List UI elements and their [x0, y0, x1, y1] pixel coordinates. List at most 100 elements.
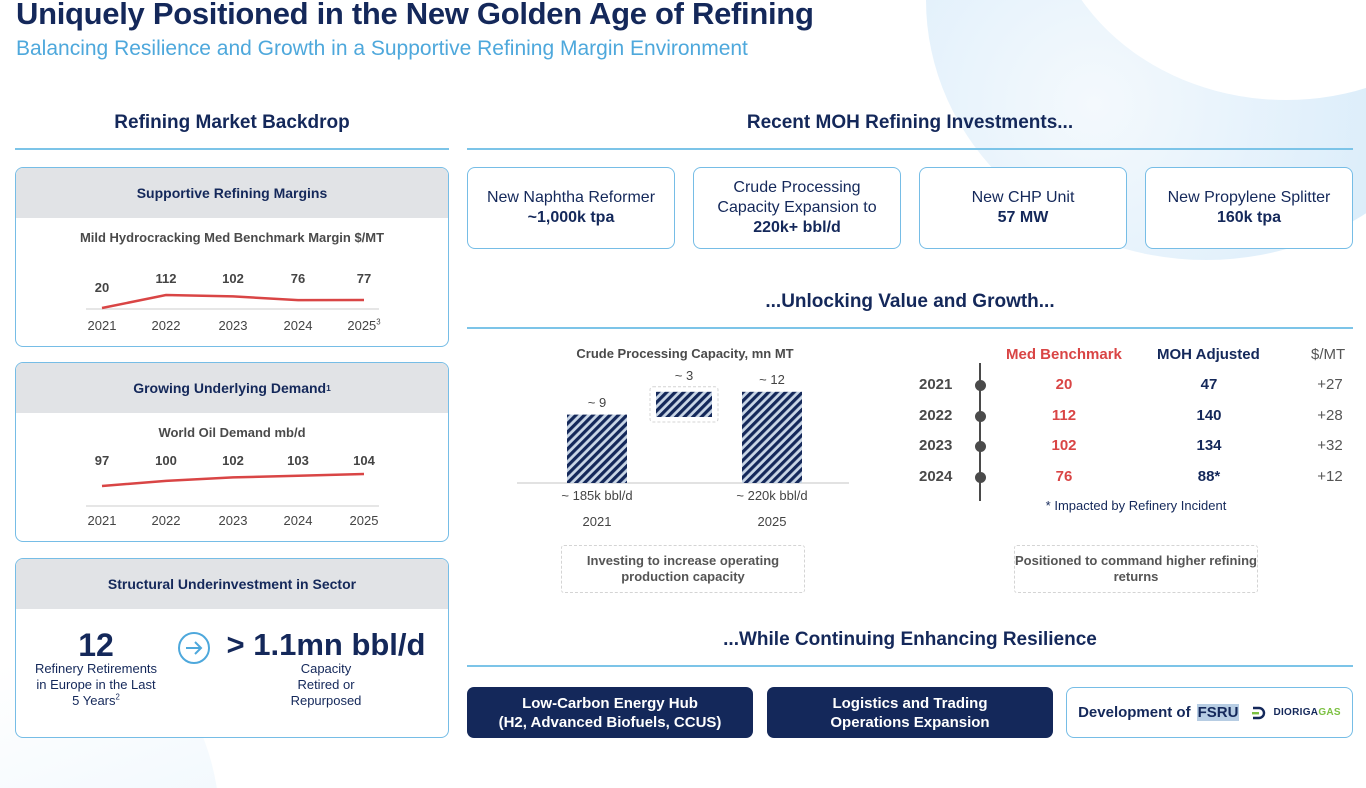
year-text: 2021: [87, 513, 117, 528]
chart-title: World Oil Demand mb/d: [158, 425, 306, 440]
axis-tick-label: 20253: [339, 318, 389, 333]
retirements-stat: 12 Refinery Retirements in Europe in the…: [16, 629, 176, 709]
axis-tick-label: 2024: [273, 513, 323, 528]
fsru-prefix: Development of: [1078, 704, 1191, 721]
moh-adjusted-value: 134: [1196, 437, 1222, 454]
axis-tick-label: 2023: [208, 318, 258, 333]
card-header: Growing Underlying Demand 1: [16, 363, 448, 413]
table-footnote: * Impacted by Refinery Incident: [1045, 498, 1227, 513]
timeline-dot: [975, 380, 986, 391]
investment-label: New Propylene Splitter: [1167, 189, 1331, 206]
page-subtitle: Balancing Resilience and Growth in a Sup…: [16, 37, 748, 60]
data-label: 102: [222, 453, 244, 468]
card-header: Structural Underinvestment in Sector: [16, 559, 448, 609]
demand-series-line: [101, 472, 365, 488]
bar-value-label: ~ 12: [759, 371, 785, 387]
underinvestment-card: Structural Underinvestment in Sector 12 …: [15, 558, 449, 738]
caption-line: Retired or: [297, 677, 355, 692]
caption-text: 5 Years: [72, 693, 116, 708]
demand-line-chart: [86, 472, 379, 507]
data-label: 100: [155, 453, 177, 468]
data-label: 77: [356, 271, 372, 286]
data-label: 112: [155, 271, 177, 286]
button-label: Low-Carbon Energy Hub: [522, 694, 698, 712]
capacity-note: Investing to increase operating producti…: [561, 545, 805, 593]
investment-label: New CHP Unit: [971, 189, 1075, 206]
capacity-bar: [567, 414, 627, 483]
investment-value: 57 MW: [997, 209, 1049, 226]
divider: [467, 665, 1353, 667]
margin-delta-value: +28: [1317, 407, 1343, 424]
capacity-value: > 1.1mn bbl/d: [226, 627, 426, 662]
capacity-bar: [656, 391, 712, 417]
caption-line: Capacity: [300, 661, 352, 676]
year-text: 2025: [349, 513, 379, 528]
logo-text-green: GAS: [1318, 707, 1341, 718]
year-text: 2023: [218, 318, 248, 333]
caption-line: in Europe in the Last: [36, 677, 156, 692]
investment-box-crude: Crude Processing Capacity Expansion to 2…: [693, 167, 901, 249]
section-heading-market: Refining Market Backdrop: [114, 112, 350, 133]
axis-tick-label: 2022: [141, 513, 191, 528]
dioriga-logo-icon: [1252, 706, 1266, 719]
timeline-dot: [975, 411, 986, 422]
increment-frame: [649, 386, 719, 423]
axis-tick-label: 2023: [208, 513, 258, 528]
low-carbon-hub-button[interactable]: Low-Carbon Energy Hub (H2, Advanced Biof…: [467, 687, 753, 738]
moh-adjusted-value: 47: [1200, 376, 1218, 393]
med-benchmark-value: 76: [1055, 468, 1073, 485]
year-text: 2024: [283, 318, 313, 333]
logo-text-dark: DIORIGA: [1273, 707, 1319, 718]
bar-sub-label: ~ 185k bbl/d: [561, 488, 633, 503]
margin-delta-value: +12: [1317, 468, 1343, 485]
margin-series-line: [101, 293, 365, 310]
caption-line: 5 Years2: [16, 693, 176, 709]
data-label: 104: [353, 453, 375, 468]
investment-value: 220k+ bbl/d: [753, 219, 841, 236]
med-benchmark-value: 112: [1051, 407, 1077, 424]
med-benchmark-value: 20: [1055, 376, 1073, 393]
retirements-count: 12: [78, 627, 114, 663]
year-text: 2022: [151, 318, 181, 333]
year-text: 2023: [218, 513, 248, 528]
arrow-right-icon: [186, 641, 203, 655]
axis-tick-label: 2025: [757, 514, 787, 529]
fsru-development-box[interactable]: Development of FSRU DIORIGAGAS: [1066, 687, 1353, 738]
section-heading-growth: ...Unlocking Value and Growth...: [765, 291, 1055, 312]
year-text: 2025: [347, 318, 377, 333]
axis-tick-label: 2021: [77, 318, 127, 333]
section-heading-investments: Recent MOH Refining Investments...: [746, 112, 1074, 133]
timeline-dot: [975, 441, 986, 452]
button-label: Operations Expansion: [830, 713, 990, 731]
caption-line: Repurposed: [290, 693, 362, 708]
button-label: Logistics and Trading: [832, 694, 988, 712]
card-header: Supportive Refining Margins: [16, 168, 448, 218]
investment-label: New Naphtha Reformer: [486, 189, 656, 206]
axis-tick-label: 2024: [273, 318, 323, 333]
data-label: 102: [222, 271, 244, 286]
card-header-text: Growing Underlying Demand: [133, 380, 327, 396]
moh-adjusted-value: 140: [1196, 407, 1222, 424]
capacity-bar-chart: [517, 386, 849, 484]
capacity-stat: > 1.1mn bbl/d Capacity Retired or Repurp…: [226, 629, 426, 709]
timeline-year: 2024: [919, 468, 953, 485]
year-text: 2024: [283, 513, 313, 528]
timeline-axis: [979, 363, 981, 501]
capacity-chart-title: Crude Processing Capacity, mn MT: [576, 346, 794, 361]
investment-label: Capacity Expansion to: [717, 199, 877, 216]
page-title: Uniquely Positioned in the New Golden Ag…: [16, 0, 814, 31]
column-header-med: Med Benchmark: [1006, 346, 1122, 363]
med-benchmark-value: 102: [1051, 437, 1077, 454]
footnote-marker: 3: [376, 317, 381, 327]
investment-value: ~1,000k tpa: [527, 209, 615, 226]
fsru-highlight: FSRU: [1196, 704, 1240, 721]
timeline-year: 2022: [919, 407, 953, 424]
divider: [467, 148, 1353, 150]
dioriga-logo-text: DIORIGAGAS: [1273, 707, 1340, 718]
investment-value: 160k tpa: [1216, 209, 1282, 226]
capacity-bar: [742, 391, 802, 483]
logistics-trading-button[interactable]: Logistics and Trading Operations Expansi…: [767, 687, 1053, 738]
axis-tick-label: 2021: [582, 514, 612, 529]
year-text: 2021: [87, 318, 117, 333]
investment-box-naphtha: New Naphtha Reformer ~1,000k tpa: [467, 167, 675, 249]
